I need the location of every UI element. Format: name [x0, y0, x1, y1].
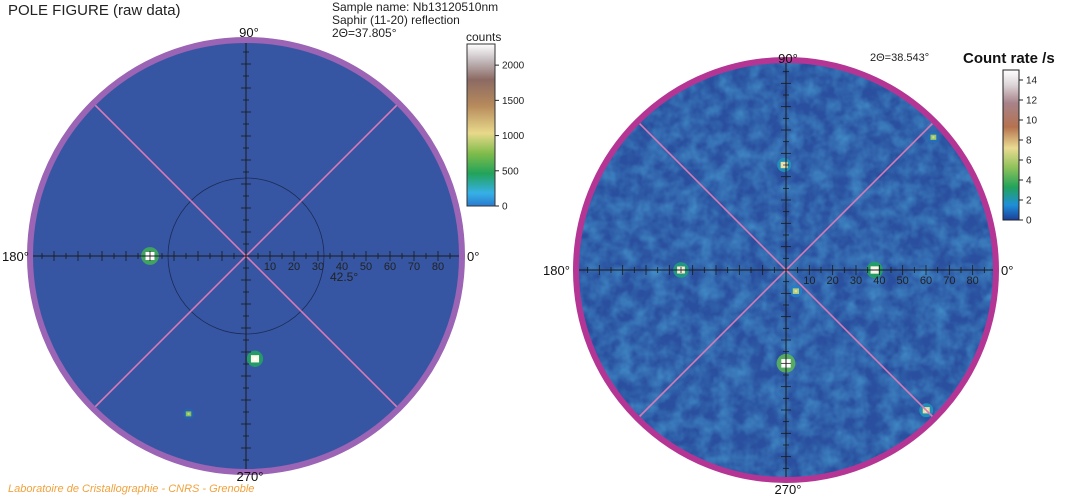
radial-tick-label: 80: [967, 275, 979, 287]
colorbar-tick-label: 1500: [502, 96, 525, 107]
colorbar-tick-label: 12: [1026, 96, 1038, 107]
colorbar-tick-label: 4: [1026, 176, 1032, 187]
colorbar-tick-label: 2: [1026, 196, 1032, 207]
radial-tick-label: 20: [827, 275, 839, 287]
peak-core: [932, 136, 934, 138]
colorbar-tick-label: 8: [1026, 136, 1032, 147]
angle-label-0-left: 0°: [467, 249, 479, 264]
colorbar-tick-label: 10: [1026, 116, 1038, 127]
colorbar-right-ticks: 14 12 10 8 6 4 2 0: [1019, 76, 1038, 227]
radial-tick-label: 70: [408, 261, 420, 273]
angle-label-270-right: 270°: [775, 482, 802, 497]
psi-annotation: 42.5°: [330, 270, 358, 284]
colorbar-tick-label: 1000: [502, 131, 525, 142]
angle-label-90-left: 90°: [239, 25, 259, 40]
colorbar-left-ticks: 2000 1500 1000 500 0: [495, 61, 525, 213]
angle-label-180-left: 180°: [2, 249, 29, 264]
radial-tick-label: 20: [288, 261, 300, 273]
angle-label-0-right: 0°: [1001, 263, 1013, 278]
angle-label-180-right: 180°: [543, 263, 570, 278]
colorbar-left-scale: [467, 44, 495, 206]
radial-tick-label: 50: [360, 261, 372, 273]
colorbar-right: 14 12 10 8 6 4 2 0: [1003, 70, 1038, 227]
radial-tick-label: 80: [432, 261, 444, 273]
peak-core: [795, 290, 797, 292]
colorbar-tick-label: 0: [1026, 216, 1032, 227]
angle-label-90-right: 90°: [778, 51, 798, 66]
radial-tick-label: 10: [264, 261, 276, 273]
radial-tick-label: 60: [384, 261, 396, 273]
radial-tick-label: 50: [897, 275, 909, 287]
colorbar-tick-label: 0: [502, 202, 508, 213]
radial-tick-label: 40: [873, 275, 885, 287]
radial-tick-label: 10: [803, 275, 815, 287]
colorbar-tick-label: 14: [1026, 76, 1038, 87]
radial-tick-label: 30: [312, 261, 324, 273]
radial-tick-label: 30: [850, 275, 862, 287]
colorbar-right-scale: [1003, 70, 1019, 220]
angle-label-270-left: 270°: [237, 469, 264, 484]
colorbar-left: 2000 1500 1000 500 0: [467, 44, 525, 213]
pole-figure-right: 10 20 30 40 50 60 70 80 90° 180° 270° 0°: [543, 51, 1013, 497]
peak-core: [254, 357, 257, 360]
pole-figure-left: 10 20 30 40 50 60 70 80 42.5° 90° 180° 270° 0°: [2, 25, 479, 484]
radial-tick-label: 60: [920, 275, 932, 287]
colorbar-tick-label: 2000: [502, 61, 525, 72]
colorbar-tick-label: 500: [502, 166, 519, 177]
colorbar-tick-label: 6: [1026, 156, 1032, 167]
radial-tick-label: 70: [943, 275, 955, 287]
peak-core: [188, 413, 190, 415]
